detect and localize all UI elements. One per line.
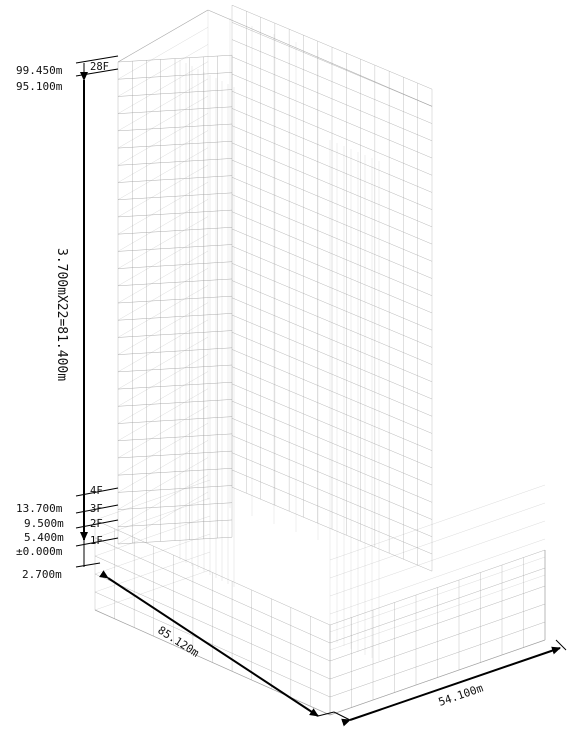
- wireframe-member: [117, 113, 209, 166]
- wireframe-member: [117, 371, 209, 424]
- plan-dimensions: [99, 570, 567, 727]
- wireframe-member: [117, 336, 209, 390]
- wireframe-member: [117, 268, 209, 321]
- wireframe-member: [117, 199, 209, 252]
- wireframe-member: [117, 388, 209, 441]
- elevation-label-4f: 13.700m: [16, 502, 63, 515]
- wireframe-member: [117, 9, 209, 63]
- wireframe-member: [329, 538, 546, 615]
- elevation-label-base: 2.700m: [22, 568, 62, 581]
- wireframe-member: [94, 515, 211, 557]
- wireframe-member: [117, 457, 209, 510]
- typical-floor-height-label: 3.700mX22=81.400m: [54, 248, 69, 381]
- wireframe-member: [117, 474, 209, 527]
- wireframe-member: [94, 479, 211, 521]
- wireframe-member: [117, 78, 209, 132]
- level-line-base: [75, 562, 101, 568]
- wireframe-member: [117, 422, 209, 476]
- wireframe-member: [117, 250, 209, 304]
- wireframe-member: [94, 533, 211, 575]
- wireframe-member: [117, 319, 209, 373]
- width-dimension-label: 54.100m: [437, 681, 485, 709]
- right-end-tick: [555, 639, 567, 651]
- building-wireframe: [94, 4, 546, 716]
- corner-tick-right: [333, 711, 351, 721]
- wireframe-member: [117, 405, 209, 459]
- wireframe-member: [117, 491, 209, 545]
- floor-label-1f: 1F: [90, 535, 103, 547]
- level-line-2f: [75, 519, 119, 529]
- elevation-dimension: [75, 55, 119, 568]
- elevation-label-2f: 5.400m: [24, 531, 64, 544]
- wireframe-member: [117, 233, 209, 286]
- elevation-label-top: 99.450m: [16, 64, 63, 77]
- width-dimension-line: [341, 646, 561, 727]
- wireframe-member: [117, 181, 209, 235]
- level-line-top: [75, 55, 119, 64]
- elevation-label-ground: ±0.000m: [16, 545, 63, 558]
- wireframe-member: [117, 164, 209, 218]
- floor-label-3f: 3F: [90, 503, 103, 515]
- floor-label-2f: 2F: [90, 518, 103, 530]
- wireframe-member: [329, 484, 546, 561]
- level-line-4f: [75, 487, 119, 497]
- level-line-28f: [75, 68, 119, 77]
- wireframe-member: [329, 520, 546, 597]
- wireframe-member: [117, 44, 209, 97]
- corner-tick-left: [317, 711, 335, 717]
- wireframe-member: [117, 302, 209, 355]
- level-line-1f: [75, 537, 119, 547]
- wireframe-member: [94, 497, 211, 539]
- wireframe-member: [117, 216, 209, 269]
- wireframe-member: [117, 61, 209, 114]
- level-line-3f: [75, 504, 119, 514]
- wireframe-member: [329, 502, 546, 579]
- elevation-label-roof: 95.100m: [16, 80, 63, 93]
- wireframe-member: [207, 9, 433, 107]
- elevation-label-3f: 9.500m: [24, 517, 64, 530]
- wireframe-member: [117, 147, 209, 200]
- wireframe-member: [117, 95, 209, 149]
- wireframe-member: [117, 27, 209, 80]
- wireframe-member: [117, 285, 209, 338]
- floor-label-28f: 28F: [90, 61, 109, 73]
- length-dimension-line: [99, 570, 319, 717]
- wireframe-member: [117, 354, 209, 407]
- wireframe-member: [117, 440, 209, 493]
- floor-label-4f: 4F: [90, 485, 103, 497]
- wireframe-member: [117, 130, 209, 183]
